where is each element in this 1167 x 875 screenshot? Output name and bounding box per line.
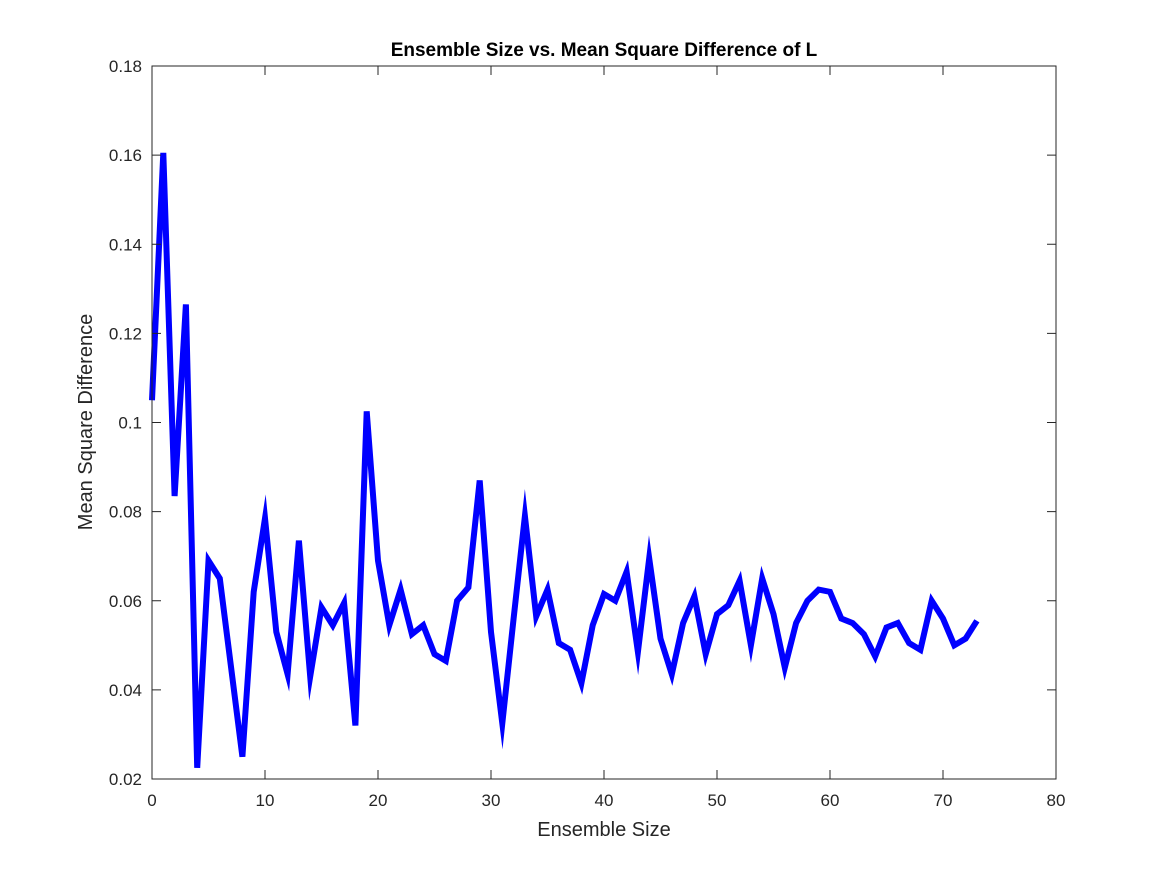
ticks-layer: 0 10 20 30 40 50 60 70 80 0.02 0.04 0.06 0.08 0.1 0.12… (109, 57, 1066, 810)
x-tick-label: 20 (369, 791, 388, 810)
y-tick-label: 0.02 (109, 770, 142, 789)
axes-box (151, 65, 1057, 780)
y-tick-label: 0.14 (109, 235, 142, 254)
x-tick-label: 0 (147, 791, 156, 810)
y-tick-label: 0.1 (118, 414, 142, 433)
x-tick-label: 70 (934, 791, 953, 810)
x-tick-label: 10 (256, 791, 275, 810)
series-line (149, 152, 980, 769)
y-tick-label: 0.06 (109, 592, 142, 611)
x-axis-label: Ensemble Size (537, 819, 670, 841)
x-tick-label: 30 (482, 791, 501, 810)
y-axis-label: Mean Square Difference (75, 314, 97, 530)
y-tick-label: 0.12 (109, 324, 142, 343)
data-layer (149, 152, 980, 769)
x-tick-label: 60 (821, 791, 840, 810)
plot-area (152, 66, 1056, 779)
y-tick-label: 0.18 (109, 57, 142, 76)
y-tick-label: 0.16 (109, 146, 142, 165)
x-tick-label: 50 (708, 791, 727, 810)
x-tick-label: 80 (1047, 791, 1066, 810)
y-tick-label: 0.04 (109, 681, 142, 700)
chart-title: Ensemble Size vs. Mean Square Difference… (391, 40, 818, 61)
x-tick-label: 40 (595, 791, 614, 810)
y-tick-label: 0.08 (109, 503, 142, 522)
